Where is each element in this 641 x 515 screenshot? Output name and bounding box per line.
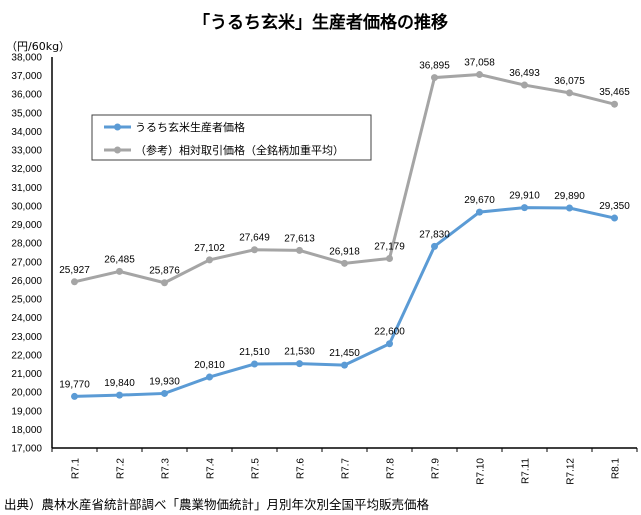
data-label: 36,493: [509, 68, 540, 79]
chart-title: 「うるち玄米」生産者価格の推移: [193, 13, 448, 33]
data-point: [206, 373, 213, 381]
x-tick-label: R7.11: [521, 458, 532, 484]
data-point: [206, 256, 213, 264]
data-label: 27,179: [374, 241, 405, 252]
data-point: [611, 100, 618, 108]
data-label: 37,058: [464, 58, 495, 69]
data-point: [161, 389, 168, 397]
y-tick-label: 34,000: [11, 127, 42, 138]
data-label: 26,485: [104, 254, 135, 265]
y-tick-label: 31,000: [11, 183, 42, 194]
y-tick-label: 20,000: [11, 388, 42, 399]
y-tick-label: 24,000: [11, 313, 42, 324]
data-label: 36,075: [554, 76, 585, 87]
data-label: 19,840: [104, 378, 135, 389]
data-point: [71, 392, 78, 400]
y-tick-label: 30,000: [11, 201, 42, 212]
y-tick-label: 37,000: [11, 71, 42, 82]
data-point: [386, 340, 393, 348]
data-point: [251, 360, 258, 368]
y-tick-label: 21,000: [11, 369, 42, 380]
x-tick-label: R7.12: [566, 458, 577, 485]
x-tick-label: R7.6: [296, 458, 307, 480]
y-tick-label: 19,000: [11, 406, 42, 417]
source-note: 出典）農林水産省統計部調べ「農業物価統計」月別年次別全国平均販売価格: [4, 497, 430, 512]
data-label: 36,895: [419, 61, 450, 72]
data-point: [116, 391, 123, 399]
data-label: 26,918: [329, 246, 360, 257]
data-point: [476, 71, 483, 79]
data-label: 20,810: [194, 360, 225, 371]
data-label: 25,927: [59, 265, 90, 276]
y-tick-label: 27,000: [11, 257, 42, 268]
data-label: 22,600: [374, 327, 405, 338]
data-label: 21,510: [239, 347, 270, 358]
data-point: [296, 360, 303, 368]
y-tick-label: 28,000: [11, 239, 42, 250]
data-label: 21,450: [329, 348, 360, 359]
legend-label: うるち玄米生産者価格: [135, 120, 245, 134]
data-label: 29,890: [554, 191, 585, 202]
data-point: [251, 246, 258, 254]
data-label: 27,830: [419, 229, 450, 240]
data-point: [431, 242, 438, 250]
data-point: [386, 254, 393, 262]
y-tick-label: 38,000: [11, 53, 42, 64]
data-point: [611, 214, 618, 222]
y-tick-label: 25,000: [11, 295, 42, 306]
data-point: [566, 89, 573, 97]
data-point: [341, 259, 348, 267]
data-label: 27,613: [284, 233, 315, 244]
x-tick-label: R7.4: [206, 458, 217, 480]
y-tick-label: 32,000: [11, 164, 42, 175]
data-label: 35,465: [599, 87, 630, 98]
data-point: [521, 204, 528, 212]
y-tick-label: 33,000: [11, 146, 42, 157]
y-tick-label: 23,000: [11, 332, 42, 343]
data-point: [296, 246, 303, 254]
data-point: [71, 278, 78, 286]
y-tick-label: 35,000: [11, 108, 42, 119]
legend-label: （参考）相対取引価格（全銘柄加重平均）: [135, 143, 344, 157]
data-label: 29,910: [509, 191, 540, 202]
data-label: 21,530: [284, 347, 315, 358]
data-point: [116, 267, 123, 275]
x-tick-label: R7.10: [476, 458, 487, 485]
legend-box: [91, 114, 372, 161]
y-tick-label: 17,000: [11, 444, 42, 455]
x-tick-label: R7.7: [341, 458, 352, 480]
legend-marker: [114, 123, 121, 131]
x-tick-label: R7.2: [116, 458, 127, 480]
legend-marker: [114, 146, 121, 154]
data-point: [161, 279, 168, 287]
y-axis-unit-label: （円/60kg）: [6, 40, 71, 53]
data-label: 29,670: [464, 195, 495, 206]
data-label: 27,649: [239, 233, 270, 244]
y-tick-label: 29,000: [11, 220, 42, 231]
data-label: 19,930: [149, 376, 180, 387]
data-label: 29,350: [599, 201, 630, 212]
x-tick-label: R7.1: [71, 458, 82, 480]
data-label: 27,102: [194, 243, 225, 254]
x-tick-label: R7.5: [251, 458, 262, 480]
data-point: [521, 81, 528, 89]
y-tick-label: 18,000: [11, 425, 42, 436]
data-point: [341, 361, 348, 369]
y-tick-label: 22,000: [11, 350, 42, 361]
data-point: [476, 208, 483, 216]
data-label: 19,770: [59, 379, 90, 390]
y-tick-label: 26,000: [11, 276, 42, 287]
x-tick-label: R7.8: [386, 458, 397, 480]
data-point: [431, 74, 438, 82]
x-tick-label: R7.3: [161, 458, 172, 480]
x-tick-label: R8.1: [611, 458, 622, 480]
x-tick-label: R7.9: [431, 458, 442, 480]
y-tick-label: 36,000: [11, 90, 42, 101]
data-point: [566, 204, 573, 212]
data-label: 25,876: [149, 266, 180, 277]
